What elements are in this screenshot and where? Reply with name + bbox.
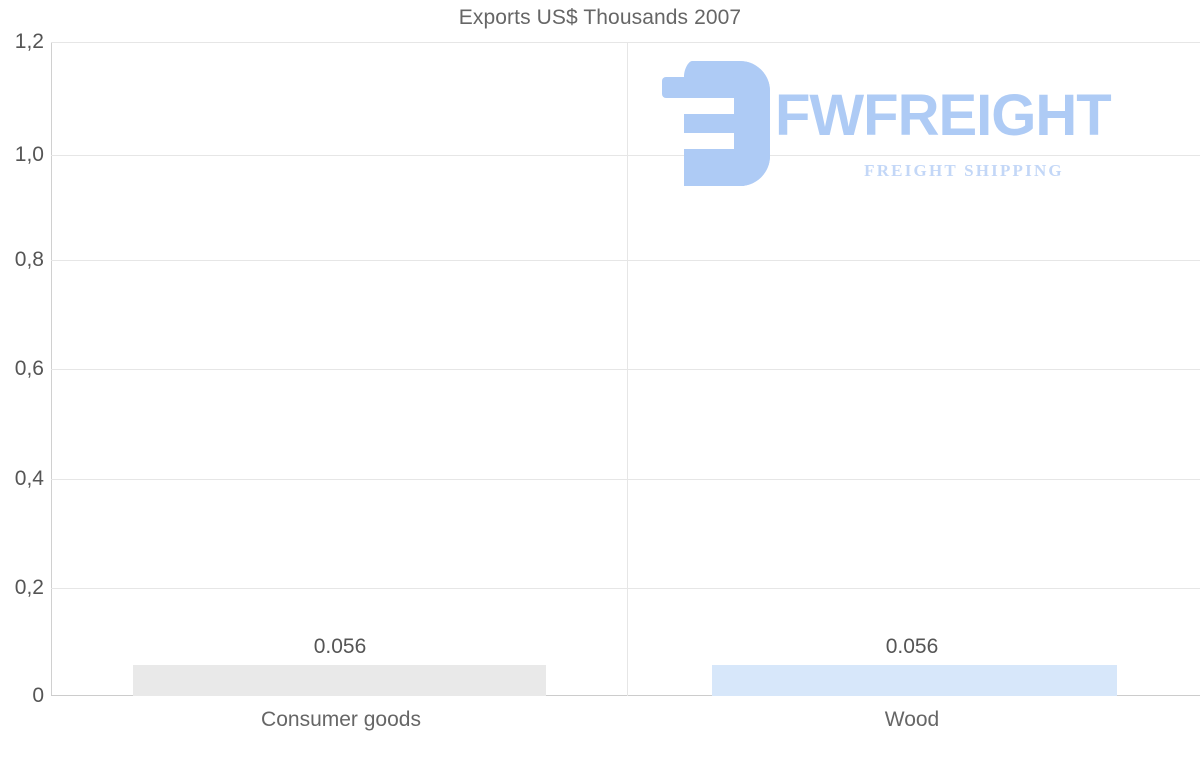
y-tick-label-0: 0	[32, 684, 44, 707]
bar-value-label-wood: 0.056	[885, 635, 939, 658]
gridline-baseline-0	[51, 695, 1200, 696]
gridline-0-4	[51, 479, 1200, 480]
category-separator-gridline	[627, 42, 628, 696]
y-tick-label-0-8: 0,8	[14, 248, 44, 271]
gridline-0-6	[51, 369, 1200, 370]
bar-wood[interactable]	[712, 665, 1117, 696]
gridline-0-2	[51, 588, 1200, 589]
bar-consumer-goods[interactable]	[133, 665, 546, 696]
y-axis-tick-labels: 1,2 1,0 0,8 0,6 0,4 0,2 0	[0, 30, 44, 707]
plot-area: 0.056 0.056	[51, 42, 1200, 696]
x-axis-label-consumer-goods: Consumer goods	[261, 708, 421, 731]
y-tick-label-0-6: 0,6	[14, 357, 44, 380]
y-tick-label-1-2: 1,2	[14, 30, 44, 53]
y-tick-label-0-4: 0,4	[14, 467, 44, 490]
y-tick-label-1-0: 1,0	[14, 143, 44, 166]
y-tick-label-0-2: 0,2	[14, 576, 44, 599]
chart-title: Exports US$ Thousands 2007	[458, 6, 742, 29]
x-axis-label-wood: Wood	[884, 708, 940, 731]
gridline-1-0	[51, 155, 1200, 156]
gridline-0-8	[51, 260, 1200, 261]
bar-value-label-consumer-goods: 0.056	[313, 635, 367, 658]
gridline-1-2	[51, 42, 1200, 43]
